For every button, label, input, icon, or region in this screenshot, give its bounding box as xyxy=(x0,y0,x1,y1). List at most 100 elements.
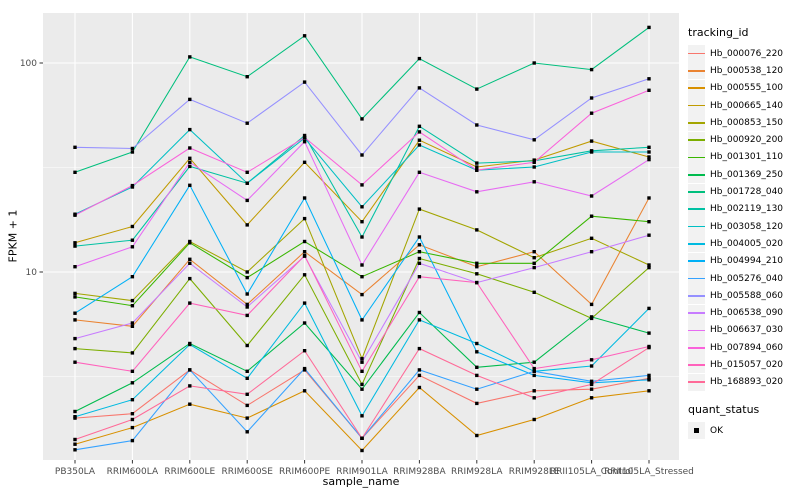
data-point xyxy=(589,67,594,72)
data-point xyxy=(130,381,135,385)
x-axis-title: sample_name xyxy=(322,475,400,488)
x-tick-label: RRIM600SE xyxy=(221,467,273,477)
data-point xyxy=(188,146,192,150)
data-point xyxy=(130,369,135,373)
data-point xyxy=(245,305,249,309)
quant-ok-label: OK xyxy=(710,425,723,436)
legend-key xyxy=(688,252,705,270)
data-point xyxy=(532,256,536,260)
data-point xyxy=(475,261,479,265)
data-point xyxy=(188,402,192,406)
data-point xyxy=(245,416,249,420)
data-point xyxy=(532,366,536,371)
legend-color-line xyxy=(688,70,705,72)
data-point xyxy=(532,138,536,142)
quant-ok-key xyxy=(688,422,705,440)
data-point xyxy=(245,403,249,408)
data-point xyxy=(647,306,651,311)
data-point xyxy=(188,368,192,372)
legend-label: Hb_000853_150 xyxy=(710,117,784,128)
data-point xyxy=(245,343,249,348)
data-point xyxy=(360,205,364,209)
data-point xyxy=(360,369,364,373)
data-point xyxy=(188,301,192,305)
data-point xyxy=(532,373,536,378)
data-point xyxy=(245,170,249,174)
legend-label: Hb_015057_020 xyxy=(710,359,784,370)
minor-gridlines xyxy=(43,167,679,377)
legend-label: Hb_004994_210 xyxy=(710,256,784,267)
data-point xyxy=(475,341,479,346)
data-point xyxy=(130,412,135,416)
legend-color-line xyxy=(688,294,705,297)
data-point xyxy=(73,213,77,217)
data-point xyxy=(245,75,249,79)
data-point xyxy=(73,265,77,269)
data-point xyxy=(647,345,651,350)
data-point xyxy=(188,384,192,388)
x-tick-label: PB350LA xyxy=(55,467,96,477)
legend-label: Hb_000665_140 xyxy=(710,100,784,111)
data-point xyxy=(647,378,651,382)
data-point xyxy=(360,448,364,453)
data-point xyxy=(589,382,594,387)
data-point xyxy=(130,321,135,325)
legend-item-Hb_007894_060: Hb_007894_060 xyxy=(688,339,800,357)
data-point xyxy=(73,409,77,414)
data-point xyxy=(73,415,77,419)
data-point xyxy=(647,155,651,159)
data-point xyxy=(73,346,77,351)
y-tick-label: 10 xyxy=(26,268,38,278)
data-point xyxy=(417,346,422,351)
data-point xyxy=(73,145,77,149)
data-point xyxy=(417,124,422,128)
x-tick-label: RRIM600PE xyxy=(279,467,331,477)
data-point xyxy=(589,302,594,307)
data-point xyxy=(302,349,307,353)
legend-key xyxy=(688,373,705,391)
data-point xyxy=(532,417,536,422)
data-point xyxy=(245,223,249,227)
data-point xyxy=(532,250,536,254)
data-point xyxy=(647,196,651,200)
legend-color-line xyxy=(688,156,705,159)
data-point xyxy=(188,97,192,102)
legend-key xyxy=(688,287,705,305)
data-point xyxy=(532,290,536,294)
data-point xyxy=(589,358,594,362)
legend-color-line xyxy=(688,225,705,228)
x-tick-label: RRII105LA_Control xyxy=(550,467,633,477)
data-point xyxy=(188,257,192,261)
data-point xyxy=(245,181,249,185)
data-point xyxy=(73,244,77,248)
data-point xyxy=(647,88,651,92)
data-point xyxy=(302,321,307,325)
data-point xyxy=(647,157,651,162)
x-tick-labels: PB350LA RRIM600LA RRIM600LE RRIM600SE RRIM60… xyxy=(55,467,694,477)
legend-item-Hb_004994_210: Hb_004994_210 xyxy=(688,252,800,270)
legend-item-Hb_000538_120: Hb_000538_120 xyxy=(688,62,800,80)
data-point xyxy=(302,135,307,140)
data-point xyxy=(417,368,422,372)
data-point xyxy=(417,138,422,142)
legend-color-line xyxy=(688,52,705,55)
data-point xyxy=(73,295,77,299)
data-point xyxy=(245,302,249,307)
data-point xyxy=(188,55,192,59)
data-point xyxy=(647,373,651,378)
legend-color-line xyxy=(688,173,705,176)
legend-item-Hb_003058_120: Hb_003058_120 xyxy=(688,218,800,236)
data-point xyxy=(130,351,135,355)
data-point xyxy=(589,315,594,319)
data-point xyxy=(417,170,422,174)
series-points xyxy=(73,25,651,453)
data-point xyxy=(245,292,249,296)
y-tick-label: 100 xyxy=(20,59,37,69)
data-point xyxy=(360,117,364,121)
data-point xyxy=(188,156,192,160)
legend-key xyxy=(688,148,705,166)
data-point xyxy=(417,235,422,239)
data-point xyxy=(417,143,422,147)
legend-key xyxy=(688,321,705,339)
legend-key xyxy=(688,45,705,63)
